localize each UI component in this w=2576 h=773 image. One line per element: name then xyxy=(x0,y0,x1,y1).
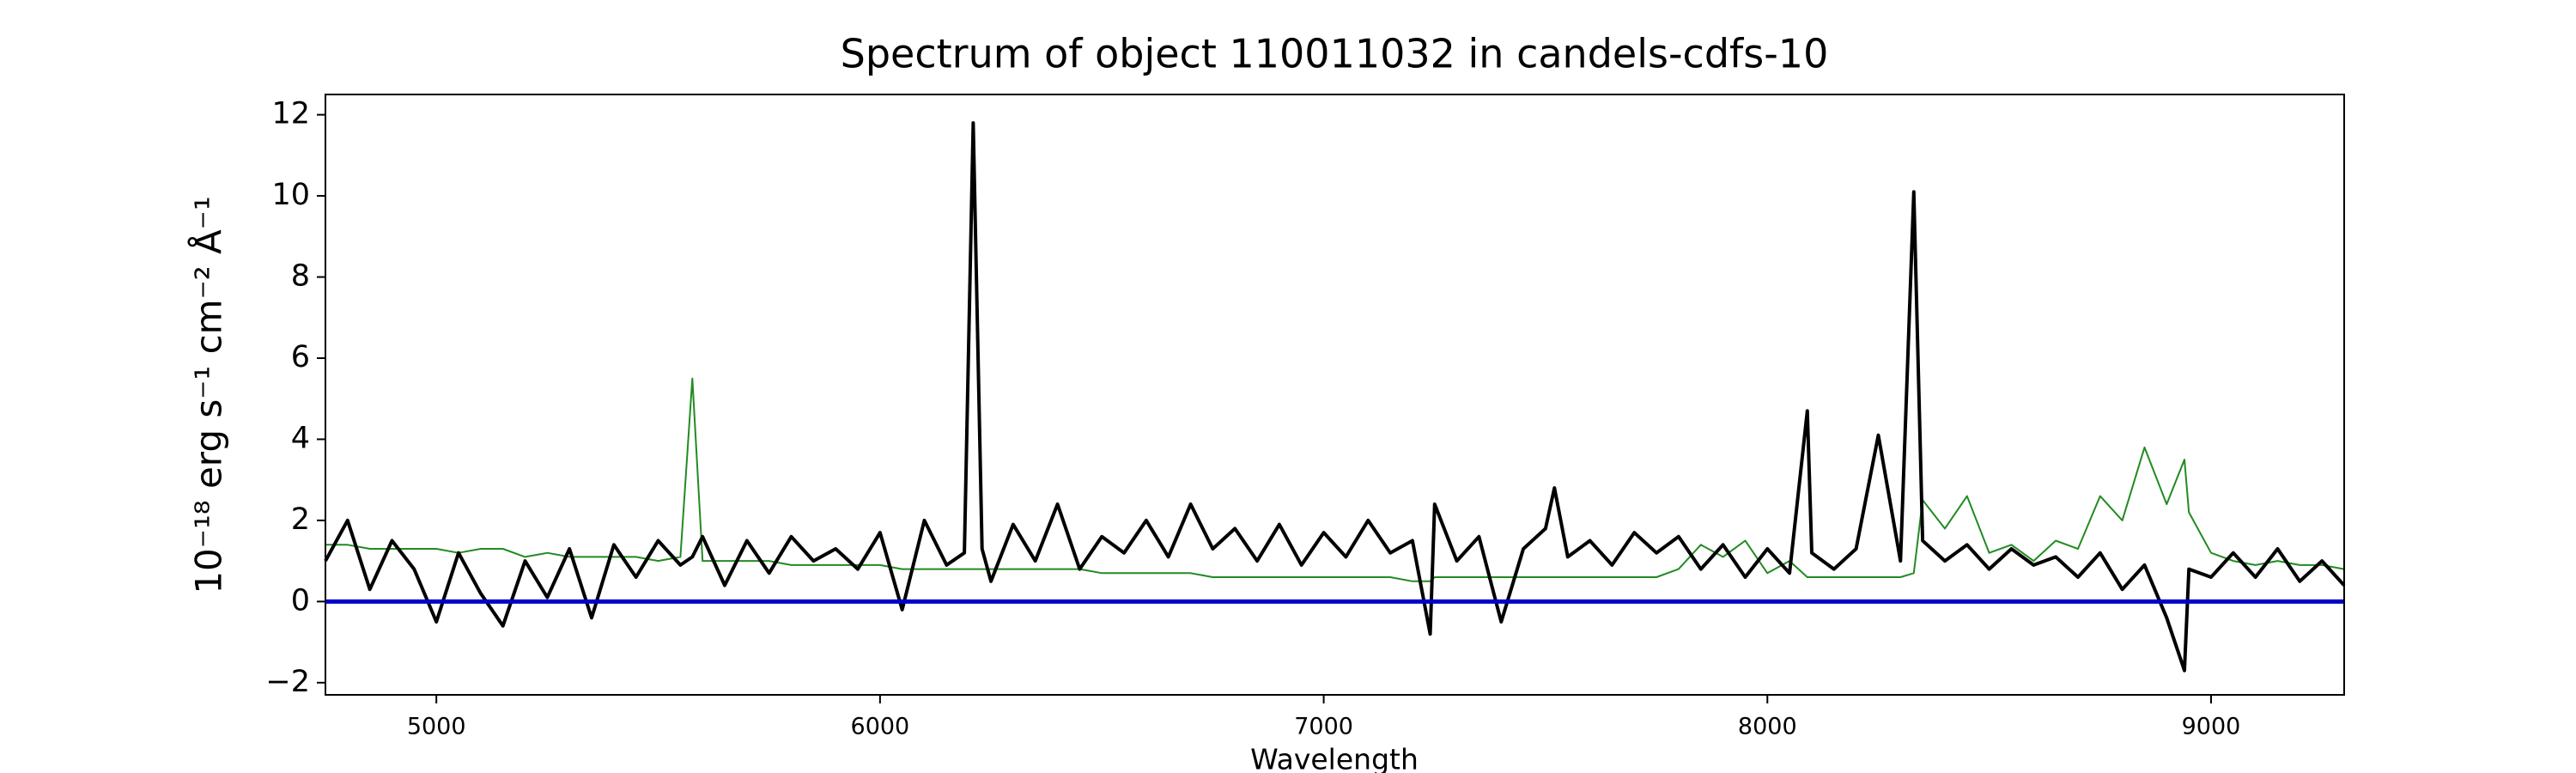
x-tick-label: 8000 xyxy=(1738,714,1797,740)
y-tick-label: 12 xyxy=(271,97,310,131)
x-tick-label: 7000 xyxy=(1294,714,1353,740)
y-tick-label: 2 xyxy=(291,502,310,537)
chart-title: Spectrum of object 110011032 in candels-… xyxy=(841,31,1829,77)
series-line xyxy=(325,377,2345,582)
y-tick-label: 0 xyxy=(291,583,310,618)
y-axis-label: 10⁻¹⁸ erg s⁻¹ cm⁻² Å⁻¹ xyxy=(187,196,230,593)
y-tick-label: −2 xyxy=(265,665,310,699)
x-tick-label: 5000 xyxy=(407,714,466,740)
series-line xyxy=(324,121,2346,673)
y-tick-label: 10 xyxy=(271,178,310,212)
x-tick-label: 9000 xyxy=(2182,714,2241,740)
plot-frame xyxy=(325,94,2345,696)
y-tick-label: 8 xyxy=(291,259,310,294)
y-tick-label: 6 xyxy=(291,340,310,374)
y-tick-label: 4 xyxy=(291,421,310,455)
x-axis-label: Wavelength xyxy=(1250,743,1419,773)
x-tick-label: 6000 xyxy=(851,714,910,740)
